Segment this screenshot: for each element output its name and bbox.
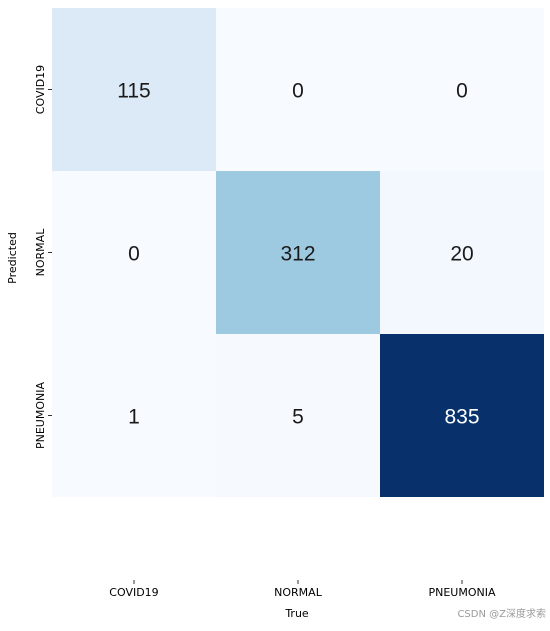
cell-value-normal-pneumonia: 20 xyxy=(450,243,473,266)
watermark-text: CSDN @Z深度求索 xyxy=(457,607,546,620)
y-axis-title: Predicted xyxy=(6,232,19,284)
cell-pneumonia-pneumonia xyxy=(380,334,544,497)
heatmap-cells: 115 0 0 0 312 20 1 5 835 xyxy=(52,8,544,497)
cell-covid19-pneumonia xyxy=(380,8,544,171)
x-axis-title: True xyxy=(284,607,309,620)
cell-covid19-covid19 xyxy=(52,8,216,171)
cell-pneumonia-normal xyxy=(216,334,380,497)
cell-normal-normal xyxy=(216,171,380,334)
axis-ticks: COVID19 NORMAL PNEUMONIA COVID19 NORMAL PNEUM… xyxy=(34,65,496,599)
cell-normal-pneumonia xyxy=(380,171,544,334)
cell-value-pneumonia-pneumonia: 835 xyxy=(444,406,479,429)
cell-value-normal-covid19: 0 xyxy=(128,243,140,266)
x-tick-label-covid19: COVID19 xyxy=(109,586,158,599)
y-tick-label-pneumonia: PNEUMONIA xyxy=(34,382,47,449)
cell-value-pneumonia-normal: 5 xyxy=(292,406,304,429)
cell-value-covid19-covid19: 115 xyxy=(117,80,150,103)
cell-pneumonia-covid19 xyxy=(52,334,216,497)
cell-value-normal-normal: 312 xyxy=(280,243,315,266)
x-tick-label-normal: NORMAL xyxy=(274,586,323,599)
cell-covid19-normal xyxy=(216,8,380,171)
cell-value-pneumonia-covid19: 1 xyxy=(128,406,140,429)
y-tick-label-normal: NORMAL xyxy=(34,228,47,277)
x-tick-label-pneumonia: PNEUMONIA xyxy=(428,586,495,599)
cell-normal-covid19 xyxy=(52,171,216,334)
cell-value-covid19-normal: 0 xyxy=(292,80,304,103)
cell-value-covid19-pneumonia: 0 xyxy=(456,80,468,103)
y-tick-label-covid19: COVID19 xyxy=(34,65,47,114)
